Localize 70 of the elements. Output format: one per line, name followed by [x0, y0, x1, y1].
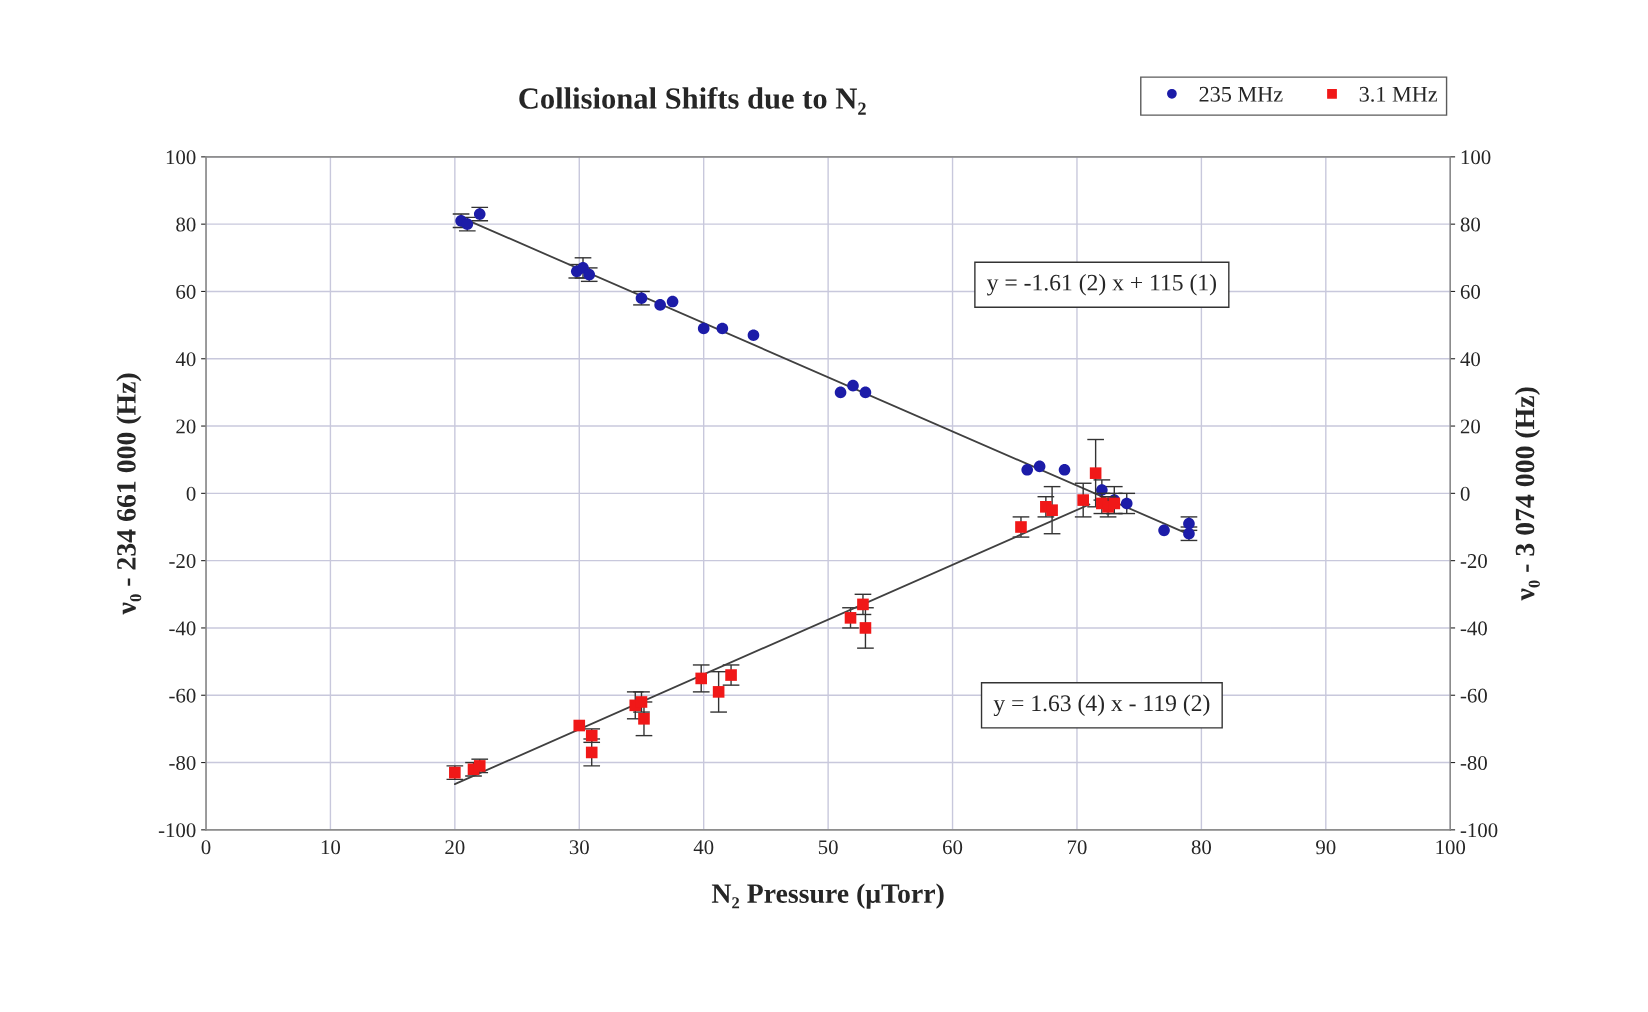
- y2-tick-label: -40: [1460, 621, 1487, 636]
- point: [1158, 524, 1170, 537]
- x-tick-label: 100: [1436, 840, 1466, 855]
- y-tick-label: 100: [166, 150, 196, 165]
- y-tick-label: -100: [158, 823, 196, 838]
- point: [1015, 521, 1027, 533]
- point: [747, 329, 760, 342]
- y2-tick-label: 20: [1460, 419, 1480, 434]
- x-tick-label: 80: [1191, 840, 1212, 855]
- y-tick-label: 0: [186, 486, 196, 501]
- point: [725, 669, 737, 681]
- y2-tick-label: -20: [1460, 554, 1487, 569]
- x-tick-label: 90: [1316, 840, 1336, 855]
- point: [859, 622, 872, 634]
- point: [1058, 463, 1071, 476]
- legend-label: 3.1 MHz: [1359, 86, 1438, 102]
- point: [1089, 467, 1102, 479]
- y2-tick-label: 100: [1461, 150, 1491, 165]
- y2-tick-label: 80: [1460, 217, 1480, 232]
- point: [712, 686, 725, 698]
- x-tick-label: 20: [445, 840, 465, 855]
- y-tick-label: -40: [169, 621, 196, 636]
- point: [1077, 494, 1089, 506]
- point: [654, 299, 666, 311]
- x-tick-label: 30: [569, 840, 589, 855]
- legend-label: 235 MHz: [1199, 86, 1283, 102]
- y-tick-label: -80: [169, 755, 196, 770]
- y2-tick-label: 0: [1460, 486, 1470, 501]
- x-axis-title: N₂ Pressure (μTorr): [711, 883, 944, 909]
- x-tick-label: 50: [818, 840, 838, 855]
- annotation: y = -1.61 (2) x + 115 (1): [986, 273, 1216, 296]
- point: [1021, 463, 1034, 476]
- point: [638, 712, 650, 725]
- y2-tick-label: -100: [1460, 823, 1498, 838]
- point: [666, 295, 679, 308]
- annotation: y = 1.63 (4) x - 119 (2): [993, 694, 1210, 717]
- y2-tick-label: -80: [1460, 755, 1487, 770]
- y2-tick-label: 40: [1460, 352, 1480, 367]
- point: [844, 612, 857, 624]
- x-tick-label: 10: [321, 840, 341, 855]
- y-tick-label: 40: [175, 352, 196, 367]
- point: [834, 386, 847, 399]
- y-tick-label: -60: [169, 688, 196, 703]
- point: [847, 379, 859, 392]
- y2-axis-title: ν₀ - 3 074 000 (Hz): [1514, 387, 1541, 601]
- x-tick-label: 70: [1067, 840, 1087, 855]
- point: [857, 598, 869, 611]
- point: [1108, 497, 1121, 510]
- x-tick-label: 60: [943, 840, 963, 855]
- y-tick-label: 60: [176, 284, 196, 299]
- y-tick-label: 80: [176, 217, 196, 232]
- point: [585, 746, 598, 759]
- point: [859, 386, 872, 399]
- point: [449, 766, 461, 779]
- y-tick-label: -20: [169, 554, 196, 569]
- point: [695, 672, 708, 685]
- point: [697, 322, 710, 335]
- point: [573, 719, 586, 732]
- y2-tick-label: -60: [1460, 688, 1487, 703]
- x-tick-label: 0: [201, 840, 211, 855]
- chart-title: Collisional Shifts due to N₂: [519, 87, 866, 115]
- y-axis-title: ν₀ - 234 661 000 (Hz): [116, 373, 142, 615]
- point: [1120, 497, 1133, 510]
- x-tick-label: 40: [693, 840, 714, 855]
- y2-tick-label: 60: [1460, 284, 1480, 299]
- point: [1046, 504, 1058, 516]
- point: [1033, 460, 1046, 473]
- point: [716, 322, 729, 335]
- point: [635, 696, 648, 708]
- y-tick-label: 20: [176, 419, 196, 434]
